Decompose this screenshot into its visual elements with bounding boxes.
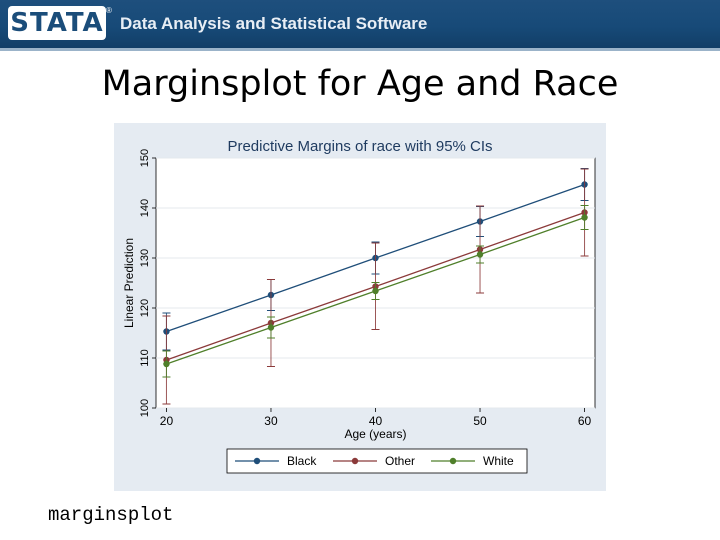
chart-title: Predictive Margins of race with 95% CIs	[227, 138, 492, 155]
header-banner: STATA ® Data Analysis and Statistical So…	[0, 0, 720, 48]
x-tick-label: 50	[473, 414, 487, 428]
x-tick-label: 20	[160, 414, 174, 428]
legend-label-white: White	[483, 454, 514, 468]
legend-marker-black	[253, 457, 261, 465]
margins-chart: Predictive Margins of race with 95% CIs 1…	[122, 138, 596, 474]
stata-logo: STATA	[8, 6, 106, 40]
legend-label-other: Other	[385, 454, 415, 468]
command-text: marginsplot	[48, 504, 174, 526]
y-tick-label: 140	[139, 199, 151, 217]
x-axis-label: Age (years)	[344, 427, 406, 441]
data-point-white	[163, 360, 170, 368]
chart-frame: Predictive Margins of race with 95% CIs 1…	[114, 123, 606, 491]
x-tick-label: 40	[369, 414, 383, 428]
registered-mark: ®	[106, 6, 112, 15]
data-point-white	[476, 251, 484, 258]
y-tick-label: 100	[139, 399, 151, 417]
y-tick-label: 110	[139, 349, 151, 367]
y-axis-label: Linear Prediction	[122, 238, 136, 328]
y-tick-label: 130	[139, 249, 151, 267]
y-tick-label: 120	[139, 299, 151, 317]
legend-label-black: Black	[287, 454, 317, 468]
y-tick-label: 150	[139, 149, 151, 167]
data-point-white	[267, 324, 275, 331]
header-tagline: Data Analysis and Statistical Software	[120, 14, 428, 33]
data-point-white	[372, 287, 379, 295]
header-divider	[0, 48, 720, 51]
x-tick-label: 30	[264, 414, 278, 428]
data-point-white	[581, 214, 588, 221]
legend-marker-white	[449, 457, 457, 465]
slide-title: Marginsplot for Age and Race	[101, 64, 619, 104]
legend-marker-other	[351, 457, 359, 465]
x-tick-label: 60	[578, 414, 592, 428]
